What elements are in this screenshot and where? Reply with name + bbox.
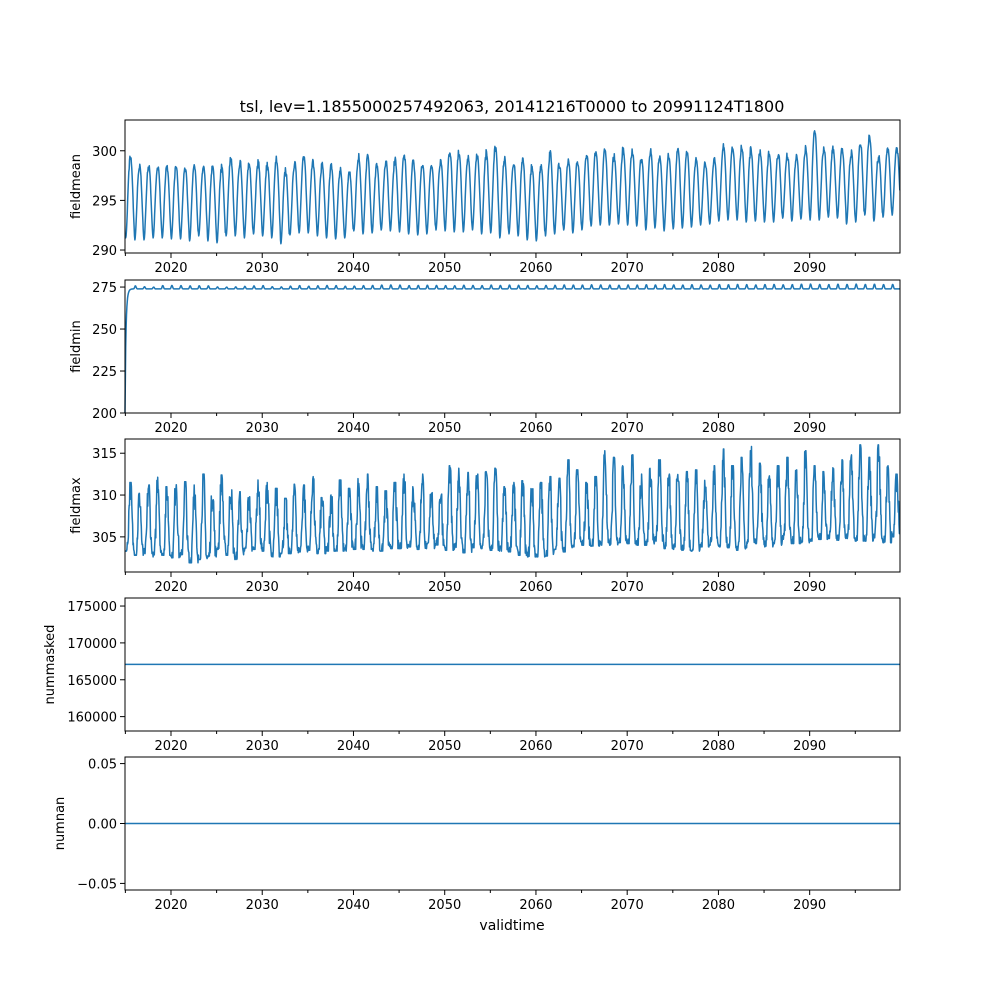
- x-tick-label: 2030: [246, 898, 279, 913]
- x-tick-label: 2020: [154, 898, 187, 913]
- y-tick-label: 200: [92, 407, 117, 422]
- y-axis-label: fieldmin: [69, 320, 84, 373]
- x-tick-label: 2020: [154, 421, 187, 436]
- x-tick-label: 2030: [246, 261, 279, 276]
- x-tick-label: 2070: [611, 898, 644, 913]
- series-line-fieldmean: [124, 130, 901, 245]
- x-tick-label: 2040: [337, 898, 370, 913]
- x-tick-label: 2080: [702, 739, 735, 754]
- series-line-fieldmin: [124, 283, 901, 414]
- y-tick-label: 225: [92, 365, 117, 380]
- x-tick-label: 2050: [428, 421, 461, 436]
- x-axis-label: validtime: [479, 918, 544, 934]
- x-tick-label: 2030: [246, 421, 279, 436]
- x-tick-label: 2090: [793, 898, 826, 913]
- x-tick-label: 2040: [337, 580, 370, 595]
- x-tick-label: 2060: [519, 421, 552, 436]
- y-tick-label: 310: [92, 489, 117, 504]
- x-tick-label: 2030: [246, 580, 279, 595]
- x-tick-label: 2040: [337, 261, 370, 276]
- x-tick-label: 2050: [428, 898, 461, 913]
- x-tick-label: 2070: [611, 261, 644, 276]
- x-tick-label: 2060: [519, 739, 552, 754]
- panel-nummasked: 2020 2030 2040 2050 2060 2070 2080 2090 160000 16…: [43, 597, 901, 754]
- y-tick-label: −0.05: [77, 877, 117, 892]
- x-tick-label: 2050: [428, 261, 461, 276]
- x-tick-label: 2060: [519, 898, 552, 913]
- x-tick-label: 2020: [154, 261, 187, 276]
- x-tick-label: 2090: [793, 421, 826, 436]
- y-tick-label: 295: [92, 194, 117, 209]
- axes-frame: [124, 119, 901, 254]
- y-tick-label: 165000: [67, 674, 117, 689]
- y-tick-label: 275: [92, 281, 117, 296]
- x-tick-label: 2040: [337, 739, 370, 754]
- axes-frame: [124, 597, 901, 732]
- x-tick-label: 2030: [246, 739, 279, 754]
- y-tick-label: 305: [92, 531, 117, 546]
- y-axis-label: nummasked: [43, 625, 58, 705]
- y-tick-label: 160000: [67, 711, 117, 726]
- x-tick-label: 2080: [702, 580, 735, 595]
- x-tick-label: 2060: [519, 261, 552, 276]
- x-tick-label: 2090: [793, 580, 826, 595]
- y-tick-label: 170000: [67, 637, 117, 652]
- panel-fieldmax: 2020 2030 2040 2050 2060 2070 2080 2090 305 310 31…: [69, 438, 901, 595]
- y-tick-label: 300: [92, 145, 117, 160]
- chart-title: tsl, lev=1.1855000257492063, 20141216T00…: [240, 97, 785, 116]
- x-tick-label: 2050: [428, 580, 461, 595]
- y-axis-label: fieldmean: [69, 154, 84, 219]
- x-tick-label: 2070: [611, 580, 644, 595]
- panel-fieldmin: 2020 2030 2040 2050 2060 2070 2080 2090 200 225 25…: [69, 279, 901, 436]
- x-tick-label: 2070: [611, 421, 644, 436]
- y-axis-label: fieldmax: [69, 477, 84, 534]
- x-tick-label: 2070: [611, 739, 644, 754]
- panel-numnan: 2020 2030 2040 2050 2060 2070 2080 2090 −0.05 0.0…: [53, 756, 901, 913]
- x-tick-label: 2060: [519, 580, 552, 595]
- x-tick-label: 2080: [702, 261, 735, 276]
- y-tick-label: 250: [92, 323, 117, 338]
- x-tick-label: 2080: [702, 421, 735, 436]
- x-tick-label: 2090: [793, 261, 826, 276]
- x-tick-label: 2050: [428, 739, 461, 754]
- panel-fieldmean: 2020 2030 2040 2050 2060 2070 2080 2090 290 295 30…: [69, 119, 901, 276]
- series-line-fieldmax: [124, 444, 901, 564]
- y-tick-label: 175000: [67, 600, 117, 615]
- x-tick-label: 2020: [154, 580, 187, 595]
- x-tick-label: 2020: [154, 739, 187, 754]
- x-tick-label: 2040: [337, 421, 370, 436]
- y-axis-label: numnan: [53, 797, 68, 851]
- y-tick-label: 290: [92, 244, 117, 259]
- x-tick-label: 2080: [702, 898, 735, 913]
- axes-frame: [124, 438, 901, 573]
- x-tick-label: 2090: [793, 739, 826, 754]
- y-tick-label: 0.00: [88, 818, 117, 833]
- axes-frame: [124, 279, 901, 414]
- y-tick-label: 315: [92, 447, 117, 462]
- y-tick-label: 0.05: [88, 758, 117, 773]
